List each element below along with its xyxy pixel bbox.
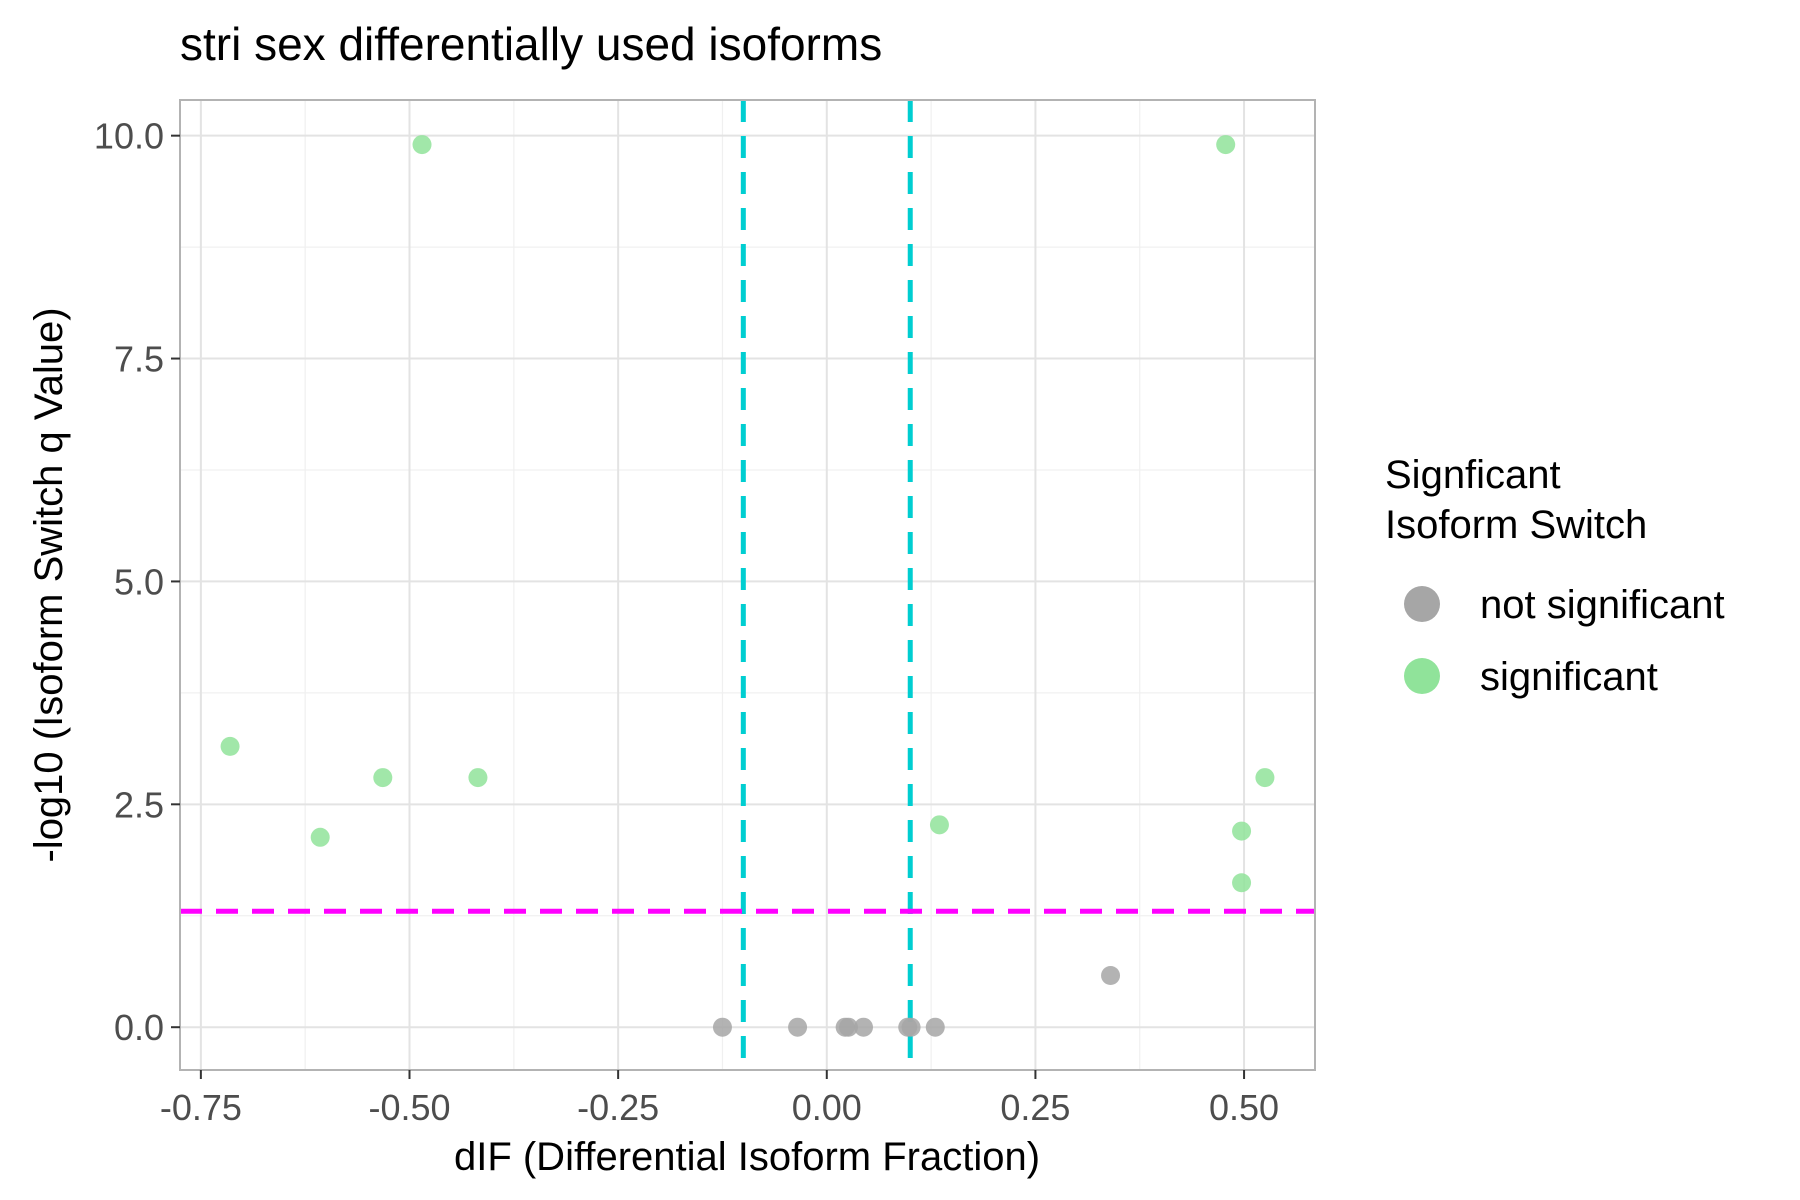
legend-title-line-1: Signficant bbox=[1385, 453, 1561, 497]
point-not-significant bbox=[1101, 965, 1121, 985]
point-not-significant bbox=[788, 1017, 808, 1037]
x-tick-label: 0.00 bbox=[792, 1087, 862, 1128]
y-tick-label: 2.5 bbox=[114, 784, 164, 825]
point-significant bbox=[1255, 768, 1275, 788]
point-significant bbox=[929, 815, 949, 835]
y-tick-label: 5.0 bbox=[114, 561, 164, 602]
x-tick-label: -0.25 bbox=[577, 1087, 659, 1128]
legend-key-not-significant bbox=[1404, 586, 1440, 622]
legend-label-significant: significant bbox=[1480, 655, 1658, 699]
y-axis-title: -log10 (Isoform Switch q Value) bbox=[27, 307, 71, 862]
x-axis-title: dIF (Differential Isoform Fraction) bbox=[454, 1135, 1040, 1179]
y-tick-label: 7.5 bbox=[114, 339, 164, 380]
x-tick-label: -0.50 bbox=[368, 1087, 450, 1128]
point-significant bbox=[310, 827, 330, 847]
x-tick-label: 0.25 bbox=[1000, 1087, 1070, 1128]
legend-label-not-significant: not significant bbox=[1480, 583, 1725, 627]
y-axis-ticks: 0.0 2.5 5.0 7.5 10.0 bbox=[94, 116, 180, 1048]
point-significant bbox=[373, 768, 393, 788]
point-significant bbox=[412, 135, 432, 155]
x-axis-ticks: -0.75 -0.50 -0.25 0.00 0.25 0.50 bbox=[160, 1070, 1279, 1128]
reference-lines bbox=[180, 100, 1315, 1070]
plot-border bbox=[179, 99, 1316, 1071]
legend-title-line-2: Isoform Switch bbox=[1385, 503, 1647, 547]
grid-major bbox=[180, 100, 1315, 1070]
plot-panel bbox=[180, 100, 1315, 1070]
point-significant bbox=[1232, 821, 1252, 841]
legend: Signficant Isoform Switch not significan… bbox=[1385, 453, 1725, 699]
point-significant bbox=[468, 768, 488, 788]
legend-key-significant bbox=[1404, 658, 1440, 694]
x-tick-label: -0.75 bbox=[160, 1087, 242, 1128]
point-not-significant bbox=[838, 1017, 858, 1037]
point-not-significant bbox=[712, 1017, 732, 1037]
x-tick-label: 0.50 bbox=[1209, 1087, 1279, 1128]
point-not-significant bbox=[925, 1017, 945, 1037]
point-not-significant bbox=[854, 1017, 874, 1037]
point-significant bbox=[1232, 873, 1252, 893]
data-points bbox=[220, 135, 1275, 1037]
chart-title: stri sex differentially used isoforms bbox=[180, 18, 882, 70]
point-not-significant bbox=[901, 1017, 921, 1037]
y-tick-label: 0.0 bbox=[114, 1007, 164, 1048]
point-significant bbox=[220, 736, 240, 756]
point-significant bbox=[1216, 135, 1236, 155]
grid-minor bbox=[180, 100, 1315, 1070]
y-tick-label: 10.0 bbox=[94, 116, 164, 157]
